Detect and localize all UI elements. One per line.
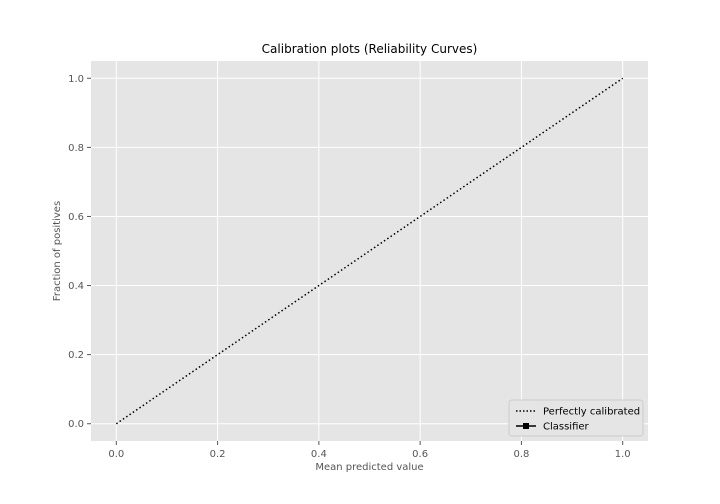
legend: Perfectly calibrated Classifier: [508, 399, 644, 437]
x-tick-label: 0.0: [108, 449, 124, 460]
x-axis-label: Mean predicted value: [315, 462, 423, 473]
grid-lines: [91, 61, 648, 441]
y-tick-label: 0.4: [68, 281, 84, 292]
y-tick-label: 0.0: [68, 419, 84, 430]
y-tick-label: 0.8: [68, 143, 84, 154]
y-tick-label: 0.6: [68, 212, 84, 223]
x-tick-label: 0.2: [210, 449, 226, 460]
x-axis-ticks: 0.0 0.2 0.4 0.6 0.8 1.0: [108, 441, 631, 460]
y-tick-label: 1.0: [68, 74, 84, 85]
x-tick-label: 0.4: [311, 449, 327, 460]
x-tick-label: 1.0: [615, 449, 631, 460]
plot-background: [91, 61, 648, 441]
y-tick-label: 0.2: [68, 350, 84, 361]
legend-marker-square: [523, 423, 529, 429]
chart-title: Calibration plots (Reliability Curves): [262, 42, 478, 56]
x-tick-label: 0.8: [513, 449, 529, 460]
y-axis-label: Fraction of positives: [52, 201, 63, 301]
y-axis-ticks: 0.0 0.2 0.4 0.6 0.8 1.0: [68, 74, 91, 430]
x-tick-label: 0.6: [412, 449, 428, 460]
legend-box: [508, 399, 644, 437]
legend-entry-label: Classifier: [543, 422, 590, 433]
legend-entry-label: Perfectly calibrated: [543, 407, 640, 418]
